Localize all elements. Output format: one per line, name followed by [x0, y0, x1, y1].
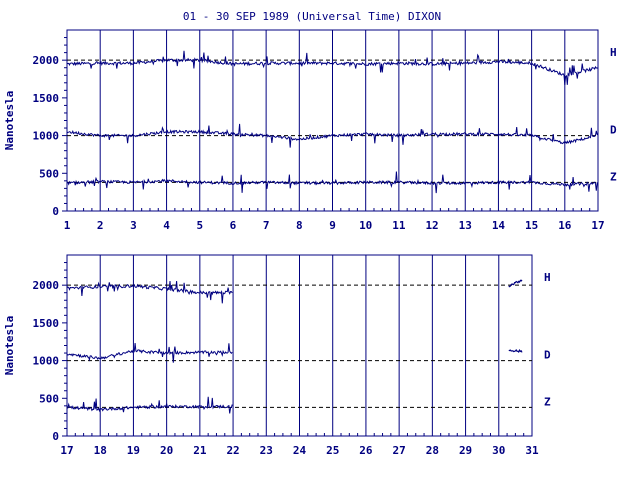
series-line-z	[66, 171, 599, 194]
panel-top: 1 2 3 4 5 6 7 8 9 10 11 12 13 14 15 16 17050010001500200…	[3, 29, 617, 232]
x-tick-label: 6	[230, 219, 237, 232]
x-tick-label: 26	[359, 444, 373, 457]
y-axis-label: Nanotesla	[3, 91, 16, 151]
x-tick-label: 11	[392, 219, 406, 232]
series-label-h: H	[544, 271, 551, 284]
series-late-segment-d	[508, 349, 523, 354]
y-tick-label: 0	[52, 205, 59, 218]
x-tick-label: 1	[64, 219, 71, 232]
y-tick-label: 1500	[33, 317, 60, 330]
x-tick-label: 5	[196, 219, 203, 232]
x-tick-label: 7	[263, 219, 270, 232]
x-tick-label: 25	[326, 444, 339, 457]
x-tick-label: 29	[459, 444, 472, 457]
series-label-z: Z	[544, 395, 551, 408]
x-tick-label: 24	[293, 444, 307, 457]
series-label-z: Z	[610, 170, 617, 183]
series-line-h	[66, 280, 233, 304]
x-tick-label: 10	[359, 219, 372, 232]
y-tick-label: 500	[39, 392, 59, 405]
x-tick-label: 15	[525, 219, 538, 232]
y-tick-label: 0	[52, 430, 59, 443]
x-tick-label: 20	[160, 444, 173, 457]
series-line-h	[67, 50, 599, 85]
x-tick-label: 27	[393, 444, 406, 457]
series-label-d: D	[610, 124, 617, 137]
x-tick-label: 17	[591, 219, 604, 232]
y-tick-label: 1000	[33, 130, 60, 143]
x-tick-label: 31	[525, 444, 539, 457]
series-line-z	[66, 396, 233, 414]
y-tick-label: 1500	[33, 92, 60, 105]
x-tick-label: 4	[163, 219, 170, 232]
x-tick-label: 17	[60, 444, 73, 457]
x-tick-label: 23	[260, 444, 273, 457]
series-line-d	[66, 343, 233, 363]
y-tick-label: 2000	[33, 54, 60, 67]
x-tick-label: 30	[492, 444, 505, 457]
x-tick-label: 28	[426, 444, 439, 457]
x-tick-label: 16	[558, 219, 572, 232]
y-tick-label: 2000	[33, 279, 60, 292]
x-tick-label: 2	[97, 219, 104, 232]
x-tick-label: 9	[329, 219, 336, 232]
y-tick-label: 1000	[33, 355, 60, 368]
x-tick-label: 19	[127, 444, 140, 457]
x-tick-label: 21	[193, 444, 207, 457]
series-label-d: D	[544, 349, 551, 362]
chart-title: 01 - 30 SEP 1989 (Universal Time) DIXON	[183, 10, 441, 23]
x-tick-label: 12	[425, 219, 438, 232]
y-axis-label: Nanotesla	[3, 316, 16, 376]
x-tick-label: 18	[94, 444, 107, 457]
x-tick-label: 14	[492, 219, 506, 232]
x-tick-label: 3	[130, 219, 137, 232]
x-tick-label: 22	[226, 444, 239, 457]
series-line-d	[66, 123, 599, 148]
series-label-h: H	[610, 46, 617, 59]
series-late-segment-h	[508, 279, 523, 288]
x-tick-label: 8	[296, 219, 303, 232]
panel-bottom: 17 18 19 20 21 22 23 24 25 26 27 28 29 30 31 0 500 1000 15…	[3, 254, 551, 457]
x-tick-label: 13	[459, 219, 472, 232]
y-tick-label: 500	[39, 167, 59, 180]
